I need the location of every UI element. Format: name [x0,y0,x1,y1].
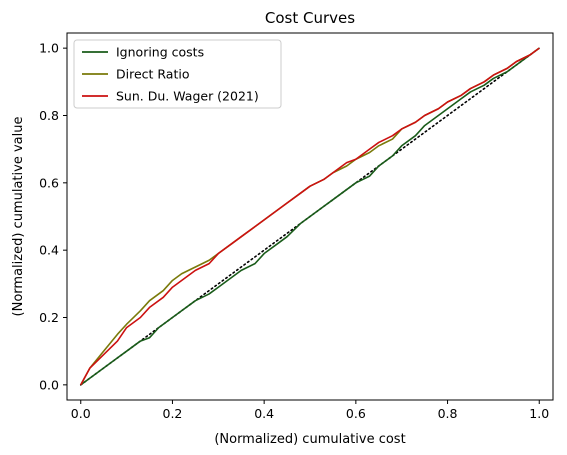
legend-label-1: Direct Ratio [116,67,190,82]
x-tick-label: 0.0 [71,406,91,421]
y-tick-label: 1.0 [39,41,59,56]
y-axis-label: (Normalized) cumulative value [11,117,26,317]
chart-title: Cost Curves [265,9,355,27]
plot-area: 0.0 0.2 0.4 0.6 0.8 1.0 0.0 0.2 0.4 0.6 0.8 1.0 [39,32,554,421]
y-tick-label: 0.2 [39,310,59,325]
legend-box [73,39,282,109]
x-tick-label: 0.4 [254,406,274,421]
axes-frame [66,32,554,401]
series-line-2 [80,47,540,386]
y-tick-label: 0.6 [39,175,59,190]
legend-label-2: Sun. Du. Wager (2021) [116,89,259,104]
y-tick-label: 0.8 [39,108,59,123]
series-line-0 [80,47,540,386]
x-axis-label: (Normalized) cumulative cost [214,432,405,447]
x-tick-label: 0.6 [346,406,366,421]
x-tick-label: 0.8 [438,406,458,421]
legend: Ignoring costs Direct Ratio Sun. Du. Wager… [73,39,282,109]
y-tick-label: 0.4 [39,243,59,258]
x-tick-label: 0.2 [163,406,183,421]
x-tick-label: 1.0 [529,406,549,421]
y-tick-label: 0.0 [39,377,59,392]
legend-label-0: Ignoring costs [116,45,204,60]
